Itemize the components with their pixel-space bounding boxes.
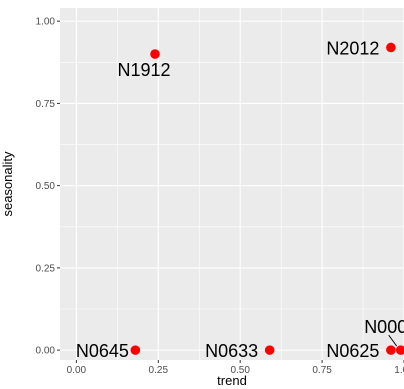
y-tick-label: 0.00 [36, 346, 56, 357]
x-axis-title: trend [217, 373, 247, 388]
x-tick-label: 0.50 [230, 365, 250, 376]
data-point [386, 345, 396, 355]
data-points [130, 42, 404, 355]
data-point [395, 345, 404, 355]
minor-gridlines [60, 8, 404, 360]
point-labels: N1912 N2012 N0645 N0633 N0625 N0001 [76, 38, 404, 361]
point-label: N0633 [205, 341, 258, 361]
x-tick-label: 0.75 [312, 365, 332, 376]
x-tick-label: 0.00 [67, 365, 87, 376]
x-tick-label: 0.25 [149, 365, 169, 376]
data-point [386, 42, 396, 53]
point-label: N0001 [364, 317, 404, 337]
y-axis-title: seasonality [0, 151, 15, 217]
point-label: N0625 [326, 341, 379, 361]
point-label: N0645 [76, 341, 129, 361]
point-label: N2012 [326, 38, 379, 58]
y-tick-label: 1.00 [36, 17, 56, 28]
y-tick-label: 0.50 [36, 181, 56, 192]
point-label: N1912 [117, 60, 170, 80]
data-point [264, 345, 275, 355]
x-axis-ticks: 0.00 0.25 0.50 0.75 1.00 [67, 360, 404, 376]
plot-panel [60, 8, 404, 360]
label-connector [388, 334, 398, 347]
major-gridlines [60, 8, 404, 360]
label-connectors [388, 334, 398, 347]
y-tick-label: 0.75 [36, 99, 56, 110]
y-axis-ticks: 0.00 0.25 0.50 0.75 1.00 [36, 17, 60, 357]
x-tick-label: 1.00 [394, 365, 404, 376]
data-point [150, 49, 160, 59]
y-tick-label: 0.25 [36, 263, 56, 274]
data-point [130, 345, 141, 355]
